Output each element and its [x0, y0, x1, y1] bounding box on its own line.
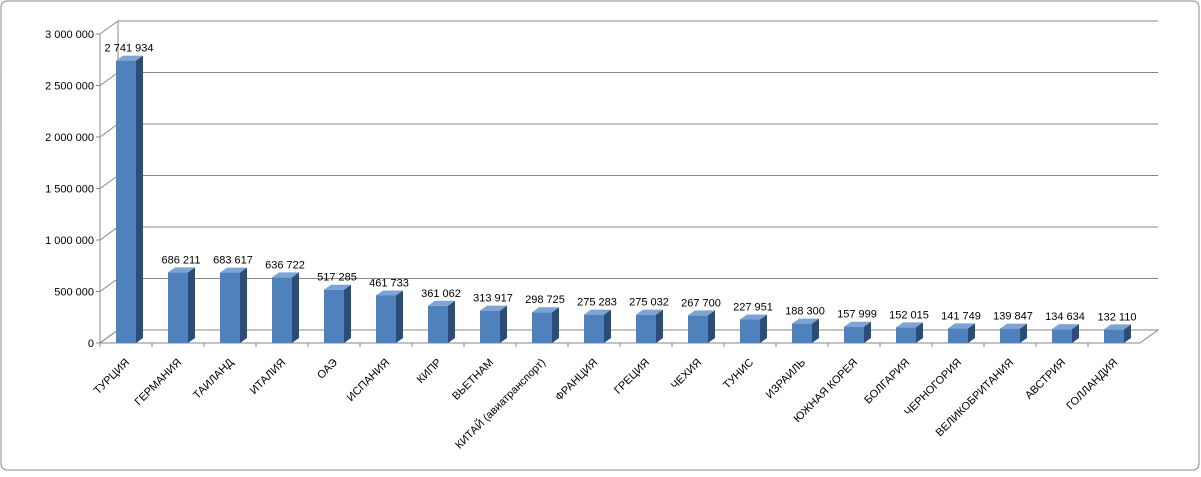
bar-top [688, 310, 715, 316]
grid-line-side [99, 175, 119, 189]
bar [324, 289, 344, 343]
bar [636, 314, 656, 343]
bar-side [188, 267, 195, 343]
bar [480, 310, 500, 343]
bar [220, 272, 240, 343]
value-label: 132 110 [1098, 311, 1137, 323]
grid-line-side [99, 20, 119, 35]
value-label: 157 999 [837, 309, 877, 321]
bar-top [792, 318, 819, 324]
bar [272, 277, 292, 343]
bar-top [324, 284, 351, 290]
bar [116, 60, 136, 343]
value-label: 139 847 [993, 311, 1033, 323]
bar-side [552, 307, 559, 343]
grid-line-side [99, 226, 119, 241]
value-label: 636 722 [265, 259, 305, 271]
bar-top [1000, 323, 1027, 329]
bar [168, 272, 188, 343]
value-label: 686 211 [162, 254, 201, 266]
bar [688, 315, 708, 343]
value-label: 275 032 [629, 297, 669, 309]
grid-line-side [99, 72, 119, 86]
bar-side [864, 321, 871, 343]
bar [428, 305, 448, 343]
bar [584, 314, 604, 343]
value-label: 461 733 [369, 277, 409, 289]
y-tick-label: 3 000 000 [45, 29, 94, 41]
bar-top [532, 307, 559, 313]
bar-top [1104, 324, 1131, 330]
y-tick-label: 2 500 000 [45, 81, 94, 93]
value-label: 517 285 [317, 272, 357, 284]
bar-side [968, 323, 975, 343]
value-label: 298 725 [525, 294, 565, 306]
bar-top [272, 272, 299, 278]
grid-line-side [99, 278, 119, 292]
bar-side [656, 309, 663, 343]
y-tick-label: 1 500 000 [45, 184, 94, 196]
bar [948, 328, 968, 343]
y-tick-label: 1 000 000 [45, 235, 94, 247]
bar-top [740, 314, 767, 320]
bar-top [896, 322, 923, 328]
bar-top [636, 309, 663, 315]
bar-side [136, 55, 143, 343]
y-tick-label: 2 000 000 [45, 132, 94, 144]
value-label: 134 634 [1045, 311, 1085, 323]
grid-line-side [99, 329, 119, 344]
bar [792, 323, 812, 343]
bar [844, 326, 864, 343]
bar-side [292, 272, 299, 343]
value-label: 2 741 934 [105, 43, 154, 55]
grid-line-side [99, 123, 119, 138]
bar [740, 319, 760, 343]
bar-top [376, 290, 403, 296]
bar [1000, 328, 1020, 343]
value-label: 275 283 [577, 297, 617, 309]
value-label: 227 951 [733, 302, 773, 314]
value-label: 683 617 [213, 255, 253, 267]
value-label: 152 015 [889, 309, 929, 321]
bar-top [1052, 324, 1079, 330]
bar-top [584, 309, 611, 315]
y-tick-label: 500 000 [54, 287, 94, 299]
bar-side [448, 300, 455, 343]
bar-top [168, 267, 195, 273]
bar-top [844, 321, 871, 327]
y-tick-label: 0 [88, 338, 94, 350]
bar [896, 327, 916, 343]
bar-side [500, 305, 507, 343]
bar-top [116, 55, 143, 61]
bar-side [760, 314, 767, 343]
bar-side [1124, 324, 1131, 343]
bar [1104, 329, 1124, 343]
bar-side [708, 310, 715, 343]
bar-side [604, 309, 611, 343]
bar-side [812, 318, 819, 343]
bar-top [428, 300, 455, 306]
value-label: 361 062 [421, 288, 461, 300]
value-label: 313 917 [473, 293, 513, 305]
bar-side [344, 284, 351, 343]
bar-side [240, 267, 247, 343]
bar-top [220, 267, 247, 273]
bar-top [480, 305, 507, 311]
bar-side [1020, 323, 1027, 343]
bar-side [1072, 324, 1079, 343]
bar-top [948, 323, 975, 329]
bar-side [396, 290, 403, 343]
bar [532, 312, 552, 343]
bar-side [916, 322, 923, 343]
bar [1052, 329, 1072, 343]
value-label: 267 700 [681, 297, 721, 309]
value-label: 188 300 [785, 306, 825, 318]
value-label: 141 749 [941, 310, 981, 322]
bar [376, 295, 396, 343]
